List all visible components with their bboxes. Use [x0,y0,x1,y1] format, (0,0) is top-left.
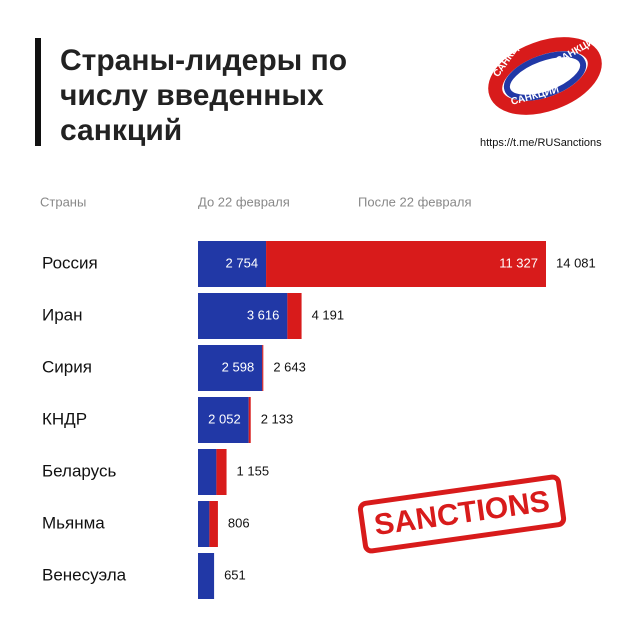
category-label: Сирия [42,357,92,376]
bar-segment [198,293,288,339]
title-accent [35,38,41,146]
logo-ring [503,51,587,101]
category-label: Иран [42,305,83,324]
category-label: Россия [42,253,98,272]
chart-title: Страны-лидеры по числу введенных санкций [60,44,347,147]
total-label: 1 155 [237,463,270,478]
bar-segment [198,397,249,443]
value-label: 3 616 [247,307,280,322]
total-label: 2 133 [261,411,294,426]
link: https://t.me/RUSanctions [480,137,602,149]
value-label: 2 598 [222,359,255,374]
bar-segment [209,501,218,547]
bar-segment [216,449,227,495]
category-label: Мьянма [42,513,105,532]
legend-label: До 22 февраля [198,194,290,209]
bar-segment [198,449,217,495]
value-label: 2 754 [226,255,259,270]
total-label: 2 643 [273,359,306,374]
bar-segment [198,501,210,547]
stamp-border [357,474,567,554]
category-label: Венесуэла [42,565,127,584]
bar-segment [266,241,546,287]
category-label: КНДР [42,409,87,428]
value-label: 11 327 [499,255,538,270]
category-label: Беларусь [42,461,116,480]
value-label: 2 052 [208,411,241,426]
bar-segment [262,345,264,391]
logo-ring [488,37,602,115]
legend-label: После 22 февраля [358,194,472,209]
bar-segment [198,553,215,599]
bar-segment [198,345,263,391]
total-label: 651 [224,567,246,582]
total-label: 4 191 [312,307,345,322]
bar-segment [248,397,251,443]
total-label: 14 081 [556,255,596,270]
column-header: Страны [40,194,86,209]
bar-segment [198,241,267,287]
bar-segment [287,293,302,339]
total-label: 806 [228,515,250,530]
